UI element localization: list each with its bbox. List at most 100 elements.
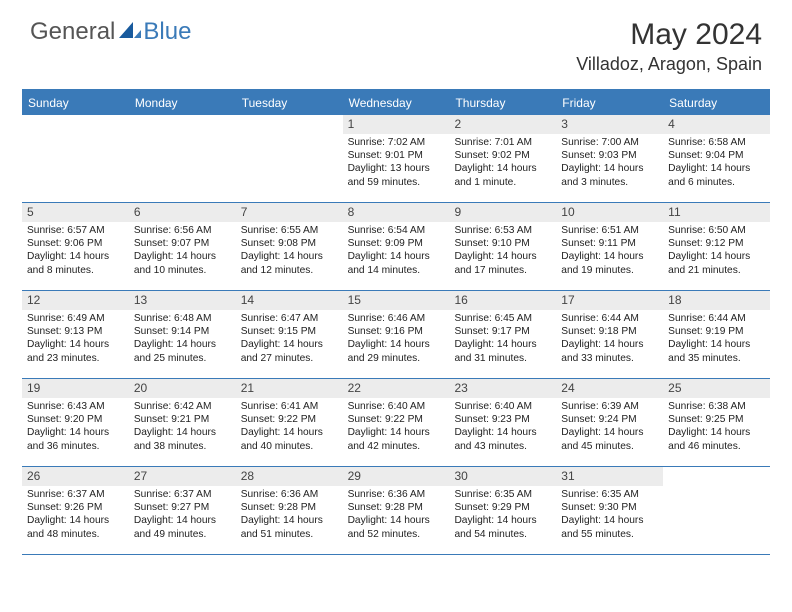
day-line: Daylight: 14 hours and 19 minutes. [561, 250, 658, 276]
day-cell: 22Sunrise: 6:40 AMSunset: 9:22 PMDayligh… [343, 379, 450, 466]
day-content: Sunrise: 6:55 AMSunset: 9:08 PMDaylight:… [236, 222, 343, 281]
day-cell [236, 115, 343, 202]
day-header-row: Sunday Monday Tuesday Wednesday Thursday… [22, 91, 770, 115]
day-number: 8 [343, 203, 450, 222]
day-line: Daylight: 14 hours and 14 minutes. [348, 250, 445, 276]
month-title: May 2024 [576, 18, 762, 52]
day-number: 6 [129, 203, 236, 222]
day-content: Sunrise: 6:38 AMSunset: 9:25 PMDaylight:… [663, 398, 770, 457]
day-line: Sunrise: 6:44 AM [561, 312, 658, 325]
week-row: 1Sunrise: 7:02 AMSunset: 9:01 PMDaylight… [22, 115, 770, 203]
day-line: Daylight: 14 hours and 33 minutes. [561, 338, 658, 364]
day-line: Sunset: 9:03 PM [561, 149, 658, 162]
day-number: 13 [129, 291, 236, 310]
day-content: Sunrise: 6:37 AMSunset: 9:27 PMDaylight:… [129, 486, 236, 545]
day-cell: 3Sunrise: 7:00 AMSunset: 9:03 PMDaylight… [556, 115, 663, 202]
day-content: Sunrise: 6:44 AMSunset: 9:18 PMDaylight:… [556, 310, 663, 369]
day-line: Sunrise: 6:49 AM [27, 312, 124, 325]
day-line: Sunset: 9:11 PM [561, 237, 658, 250]
day-number: 30 [449, 467, 556, 486]
day-cell: 29 Sunrise: 6:36 AMSunset: 9:28 PMDayligh… [343, 467, 450, 554]
day-content: Sunrise: 6:35 AMSunset: 9:29 PMDaylight:… [449, 486, 556, 545]
day-line: Daylight: 14 hours and 51 minutes. [241, 514, 338, 540]
day-content: Sunrise: 6:49 AMSunset: 9:13 PMDaylight:… [22, 310, 129, 369]
day-line: Sunset: 9:28 PM [348, 501, 445, 514]
day-line: Sunrise: 6:55 AM [241, 224, 338, 237]
day-line: Daylight: 14 hours and 54 minutes. [454, 514, 551, 540]
day-cell [663, 467, 770, 554]
day-cell: 1Sunrise: 7:02 AMSunset: 9:01 PMDaylight… [343, 115, 450, 202]
day-cell: 13Sunrise: 6:48 AMSunset: 9:14 PMDayligh… [129, 291, 236, 378]
day-content: Sunrise: 6:43 AMSunset: 9:20 PMDaylight:… [22, 398, 129, 457]
day-cell: 16Sunrise: 6:45 AMSunset: 9:17 PMDayligh… [449, 291, 556, 378]
day-cell: 17Sunrise: 6:44 AMSunset: 9:18 PMDayligh… [556, 291, 663, 378]
day-line: Sunrise: 6:41 AM [241, 400, 338, 413]
day-number: 19 [22, 379, 129, 398]
day-cell: 21Sunrise: 6:41 AMSunset: 9:22 PMDayligh… [236, 379, 343, 466]
day-number: 29 [343, 467, 450, 486]
day-line: Sunset: 9:23 PM [454, 413, 551, 426]
day-line: Sunrise: 6:37 AM [134, 488, 231, 501]
day-line: Sunrise: 6:43 AM [27, 400, 124, 413]
day-line: Sunset: 9:28 PM [241, 501, 338, 514]
day-content: Sunrise: 6:47 AMSunset: 9:15 PMDaylight:… [236, 310, 343, 369]
day-header-thu: Thursday [449, 91, 556, 115]
day-header-tue: Tuesday [236, 91, 343, 115]
day-line: Sunset: 9:12 PM [668, 237, 765, 250]
day-cell [22, 115, 129, 202]
day-cell: 27Sunrise: 6:37 AMSunset: 9:27 PMDayligh… [129, 467, 236, 554]
day-line: Daylight: 14 hours and 46 minutes. [668, 426, 765, 452]
day-cell: 6Sunrise: 6:56 AMSunset: 9:07 PMDaylight… [129, 203, 236, 290]
week-row: 12Sunrise: 6:49 AMSunset: 9:13 PMDayligh… [22, 291, 770, 379]
day-line: Daylight: 14 hours and 1 minute. [454, 162, 551, 188]
day-line: Sunrise: 6:47 AM [241, 312, 338, 325]
day-line: Daylight: 14 hours and 10 minutes. [134, 250, 231, 276]
day-line: Sunrise: 6:50 AM [668, 224, 765, 237]
day-cell: 20Sunrise: 6:42 AMSunset: 9:21 PMDayligh… [129, 379, 236, 466]
day-number: 3 [556, 115, 663, 134]
day-content: Sunrise: 6:40 AMSunset: 9:23 PMDaylight:… [449, 398, 556, 457]
day-line: Daylight: 14 hours and 52 minutes. [348, 514, 445, 540]
logo-text-2: Blue [143, 18, 191, 46]
day-line: Sunrise: 6:44 AM [668, 312, 765, 325]
day-content [663, 486, 770, 493]
day-content: Sunrise: 6:44 AMSunset: 9:19 PMDaylight:… [663, 310, 770, 369]
day-number: 10 [556, 203, 663, 222]
day-line: Sunrise: 6:35 AM [454, 488, 551, 501]
week-row: 5Sunrise: 6:57 AMSunset: 9:06 PMDaylight… [22, 203, 770, 291]
day-cell: 24Sunrise: 6:39 AMSunset: 9:24 PMDayligh… [556, 379, 663, 466]
day-number: 5 [22, 203, 129, 222]
day-line: Sunrise: 6:46 AM [348, 312, 445, 325]
day-line: Daylight: 14 hours and 12 minutes. [241, 250, 338, 276]
day-line: Sunrise: 6:39 AM [561, 400, 658, 413]
day-content: Sunrise: 6:46 AMSunset: 9:16 PMDaylight:… [343, 310, 450, 369]
day-number: 24 [556, 379, 663, 398]
day-number: 7 [236, 203, 343, 222]
day-number: 9 [449, 203, 556, 222]
day-line: Sunrise: 6:36 AM [348, 488, 445, 501]
week-row: 19Sunrise: 6:43 AMSunset: 9:20 PMDayligh… [22, 379, 770, 467]
day-line: Sunset: 9:10 PM [454, 237, 551, 250]
day-line: Sunset: 9:04 PM [668, 149, 765, 162]
day-line: Sunset: 9:14 PM [134, 325, 231, 338]
day-content: Sunrise: 6:37 AMSunset: 9:26 PMDaylight:… [22, 486, 129, 545]
day-number: 18 [663, 291, 770, 310]
day-content: Sunrise: 6:36 AMSunset: 9:28 PMDaylight:… [236, 486, 343, 545]
day-content: Sunrise: 6:45 AMSunset: 9:17 PMDaylight:… [449, 310, 556, 369]
day-cell: 10Sunrise: 6:51 AMSunset: 9:11 PMDayligh… [556, 203, 663, 290]
day-line: Daylight: 14 hours and 35 minutes. [668, 338, 765, 364]
day-line: Sunrise: 6:45 AM [454, 312, 551, 325]
day-line: Daylight: 14 hours and 48 minutes. [27, 514, 124, 540]
day-number: 20 [129, 379, 236, 398]
day-line: Daylight: 14 hours and 29 minutes. [348, 338, 445, 364]
day-content: Sunrise: 6:56 AMSunset: 9:07 PMDaylight:… [129, 222, 236, 281]
location-label: Villadoz, Aragon, Spain [576, 54, 762, 75]
day-cell: 14Sunrise: 6:47 AMSunset: 9:15 PMDayligh… [236, 291, 343, 378]
day-header-fri: Friday [556, 91, 663, 115]
day-line: Sunset: 9:13 PM [27, 325, 124, 338]
day-line: Daylight: 14 hours and 55 minutes. [561, 514, 658, 540]
day-line: Sunset: 9:08 PM [241, 237, 338, 250]
day-line: Sunset: 9:18 PM [561, 325, 658, 338]
logo-text-1: General [30, 18, 115, 46]
day-line: Sunset: 9:19 PM [668, 325, 765, 338]
